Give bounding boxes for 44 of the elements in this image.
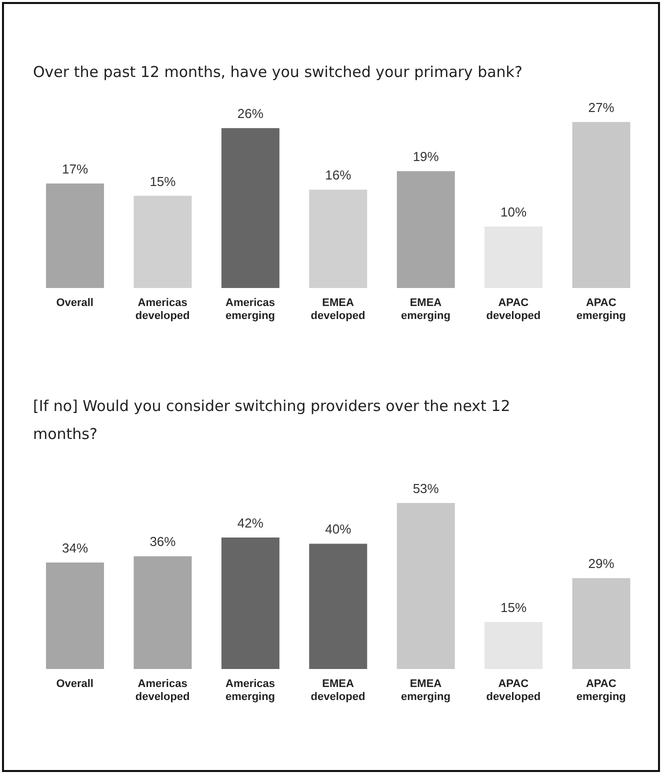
- x-tick-label: APAC emerging: [576, 297, 626, 322]
- data-label: 10%: [500, 204, 528, 220]
- data-label: 16%: [325, 168, 352, 183]
- bar: [484, 226, 543, 288]
- x-tick-label: Overall: [56, 297, 94, 309]
- x-tick-label: EMEA emerging: [400, 678, 450, 703]
- bar: [221, 128, 280, 288]
- bar: [46, 183, 104, 288]
- x-tick-label: Americas emerging: [226, 678, 276, 703]
- chart-title: Over the past 12 months, have you switched your primary bank?: [33, 62, 524, 83]
- data-label: 34%: [62, 540, 88, 556]
- x-tick-label: APAC emerging: [576, 678, 626, 703]
- bar: [46, 562, 104, 669]
- data-label: 36%: [150, 534, 176, 550]
- x-tick-label: Americas emerging: [226, 297, 276, 322]
- bar: [309, 190, 368, 288]
- data-label: 17%: [62, 161, 88, 176]
- bar: [396, 503, 455, 669]
- x-tick-label: Overall: [56, 678, 94, 690]
- data-label: 15%: [150, 174, 176, 189]
- bar: [572, 122, 630, 288]
- bar: [221, 537, 280, 669]
- chart-title: [If no] Would you consider switching providers over the next 12 months?: [33, 396, 512, 445]
- x-tick-label: Americas developed: [135, 297, 190, 322]
- x-tick-label: Americas developed: [135, 678, 190, 703]
- x-tick-label: APAC developed: [486, 678, 541, 703]
- data-label: 15%: [500, 600, 528, 616]
- bar: [572, 578, 630, 669]
- data-label: 53%: [412, 481, 440, 496]
- data-label: 29%: [588, 556, 615, 572]
- bar: [134, 196, 192, 288]
- data-label: 19%: [412, 149, 440, 164]
- data-label: 42%: [237, 515, 264, 530]
- data-label: 26%: [237, 106, 264, 122]
- bar: [396, 171, 455, 288]
- x-tick-label: EMEA developed: [310, 297, 366, 322]
- x-tick-label: EMEA developed: [310, 678, 366, 703]
- bar: [309, 544, 368, 669]
- x-tick-label: EMEA emerging: [400, 297, 450, 322]
- x-tick-label: APAC developed: [486, 297, 541, 322]
- bar: [484, 622, 543, 669]
- data-label: 27%: [588, 100, 615, 115]
- data-label: 40%: [325, 522, 352, 537]
- bar: [134, 556, 192, 669]
